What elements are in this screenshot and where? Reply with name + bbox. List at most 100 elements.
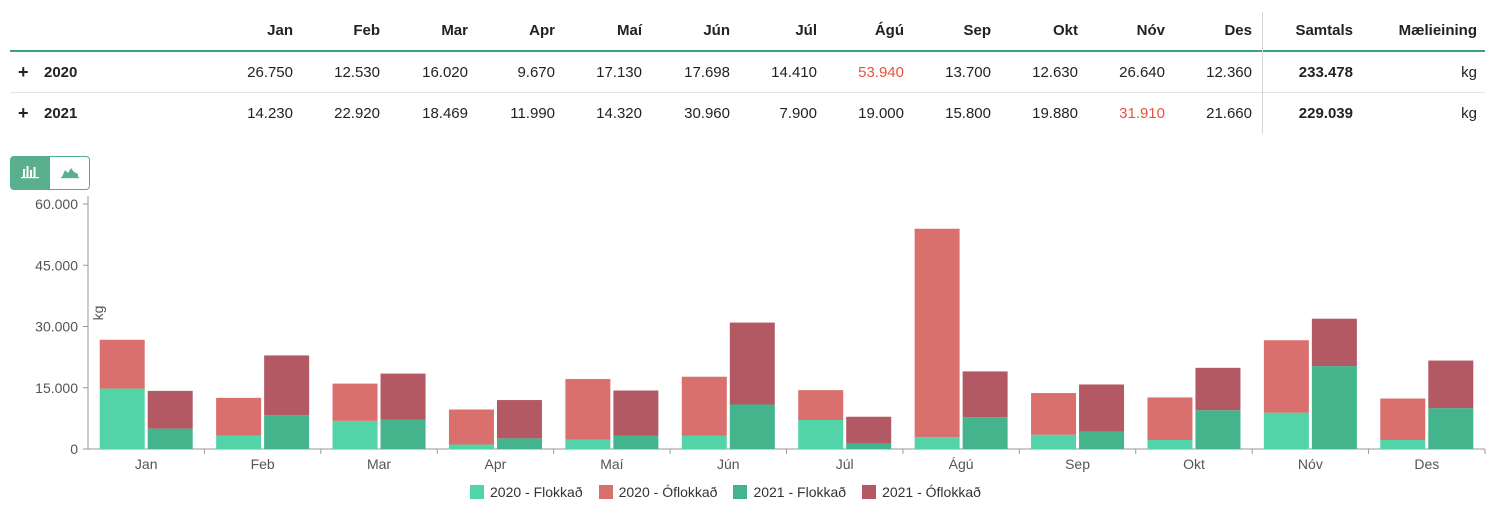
column-header: Samtals xyxy=(1295,21,1353,39)
column-header: Jún xyxy=(703,21,730,39)
legend-label: 2021 - Flokkað xyxy=(753,484,847,500)
table-cell: 31.910 xyxy=(1119,104,1165,122)
bar-segment xyxy=(1428,360,1474,409)
table-cell: 12.360 xyxy=(1206,63,1252,81)
table-cell: 22.920 xyxy=(334,104,380,122)
bar-segment xyxy=(380,419,426,449)
table-cell: 16.020 xyxy=(422,63,468,81)
bar-segment xyxy=(798,390,844,421)
legend-item[interactable]: 2020 - Óflokkað xyxy=(598,484,718,500)
x-tick-label: Mar xyxy=(367,456,391,472)
table-cell: 9.670 xyxy=(517,63,555,81)
bar-segment xyxy=(1031,434,1077,449)
x-tick-label: Júl xyxy=(836,456,854,472)
bar-segment xyxy=(846,416,892,444)
bar-segment xyxy=(216,435,262,449)
bar-segment xyxy=(565,379,611,440)
bar-segment xyxy=(1311,366,1357,449)
table-cell: 7.900 xyxy=(779,104,817,122)
bar-segment xyxy=(1031,393,1077,435)
bar-segment xyxy=(962,371,1008,418)
bar-segment xyxy=(448,444,494,449)
x-tick-label: Nóv xyxy=(1298,456,1323,472)
bar-segment xyxy=(1195,410,1241,449)
bar-segment xyxy=(216,397,262,436)
legend-swatch xyxy=(598,485,613,499)
bar-segment xyxy=(147,428,193,449)
legend-item[interactable]: 2020 - Flokkað xyxy=(470,484,583,500)
bar-segment xyxy=(1079,384,1125,432)
chart-type-toggle xyxy=(10,156,90,190)
row-label: 2020 xyxy=(44,63,78,81)
column-header: Ágú xyxy=(874,21,904,39)
table-cell: 17.130 xyxy=(596,63,642,81)
table-row: +2021 14.230 22.920 18.469 11.990 14.320 30.96… xyxy=(10,93,1485,133)
bar-segment xyxy=(1147,440,1193,449)
bar-segment xyxy=(1263,412,1309,449)
legend-item[interactable]: 2021 - Flokkað xyxy=(733,484,846,500)
row-expand-toggle[interactable]: +2021 xyxy=(10,93,77,133)
bar-chart-icon xyxy=(20,163,40,184)
plus-icon: + xyxy=(18,103,29,123)
bar-segment xyxy=(332,383,378,421)
total-cell: 229.039 xyxy=(1298,104,1353,122)
x-tick-label: Sep xyxy=(1065,456,1090,472)
bar-segment xyxy=(613,435,659,449)
column-header: Des xyxy=(1224,21,1252,39)
bar-segment xyxy=(613,390,659,436)
legend-swatch xyxy=(470,485,484,499)
row-expand-toggle[interactable]: +2020 xyxy=(10,52,77,92)
legend-label: 2020 - Flokkað xyxy=(490,484,583,500)
x-tick-label: Jún xyxy=(717,456,740,472)
bar-segment xyxy=(264,355,310,416)
column-header: Mælieining xyxy=(1398,21,1477,39)
chart-legend: 2020 - Flokkað 2020 - Óflokkað 2021 - Flok… xyxy=(470,484,981,500)
bar-chart-toggle-button[interactable] xyxy=(10,156,50,190)
y-tick-label: 60.000 xyxy=(35,196,78,212)
bar-segment xyxy=(1380,440,1426,449)
legend-swatch xyxy=(733,485,748,499)
x-tick-label: Des xyxy=(1414,456,1439,472)
table-cell: 14.320 xyxy=(596,104,642,122)
table-cell: 13.700 xyxy=(945,63,991,81)
column-header: Maí xyxy=(616,21,642,39)
bar-segment xyxy=(962,417,1008,449)
x-tick-label: Apr xyxy=(485,456,507,472)
area-chart-toggle-button[interactable] xyxy=(50,156,90,190)
y-tick-label: 45.000 xyxy=(35,257,78,273)
bar-segment xyxy=(147,390,193,429)
column-header: Mar xyxy=(441,21,468,39)
y-axis-label: kg xyxy=(90,306,106,321)
bar-segment xyxy=(914,437,960,449)
legend-label: 2021 - Óflokkað xyxy=(882,484,981,500)
x-tick-label: Feb xyxy=(251,456,275,472)
bar-segment xyxy=(99,339,145,389)
bar-segment xyxy=(332,420,378,449)
bar-segment xyxy=(496,438,542,449)
bar-segment xyxy=(1380,398,1426,441)
bar-segment xyxy=(729,404,775,449)
table-cell: 17.698 xyxy=(684,63,730,81)
table-header-row: Jan Feb Mar Apr Maí Jún Júl Ágú Sep Okt Nóv Des Samt… xyxy=(10,10,1485,52)
row-label: 2021 xyxy=(44,104,78,122)
bar-segment xyxy=(1079,431,1125,449)
column-header: Sep xyxy=(963,21,991,39)
table-cell: 12.630 xyxy=(1032,63,1078,81)
column-header: Jan xyxy=(267,21,293,39)
legend-item[interactable]: 2021 - Óflokkað xyxy=(862,484,981,500)
legend-label: 2020 - Óflokkað xyxy=(618,484,718,500)
table-row: +2020 26.750 12.530 16.020 9.670 17.130 17.698… xyxy=(10,52,1485,93)
table-cell: 21.660 xyxy=(1206,104,1252,122)
stacked-bar-chart: 0 15.000 30.000 45.000 60.000 kg Jan Feb Mar Apr M… xyxy=(35,196,1486,472)
table-cell: 26.750 xyxy=(247,63,293,81)
area-chart-icon xyxy=(60,163,80,184)
bar-segment xyxy=(798,420,844,449)
y-tick-label: 0 xyxy=(70,441,78,457)
table-cell: 12.530 xyxy=(334,63,380,81)
plus-icon: + xyxy=(18,62,29,82)
bar-segment xyxy=(681,376,727,436)
bar-segment xyxy=(846,443,892,449)
column-header: Nóv xyxy=(1136,21,1165,39)
table-cell: 19.880 xyxy=(1032,104,1078,122)
legend-swatch xyxy=(862,485,877,499)
